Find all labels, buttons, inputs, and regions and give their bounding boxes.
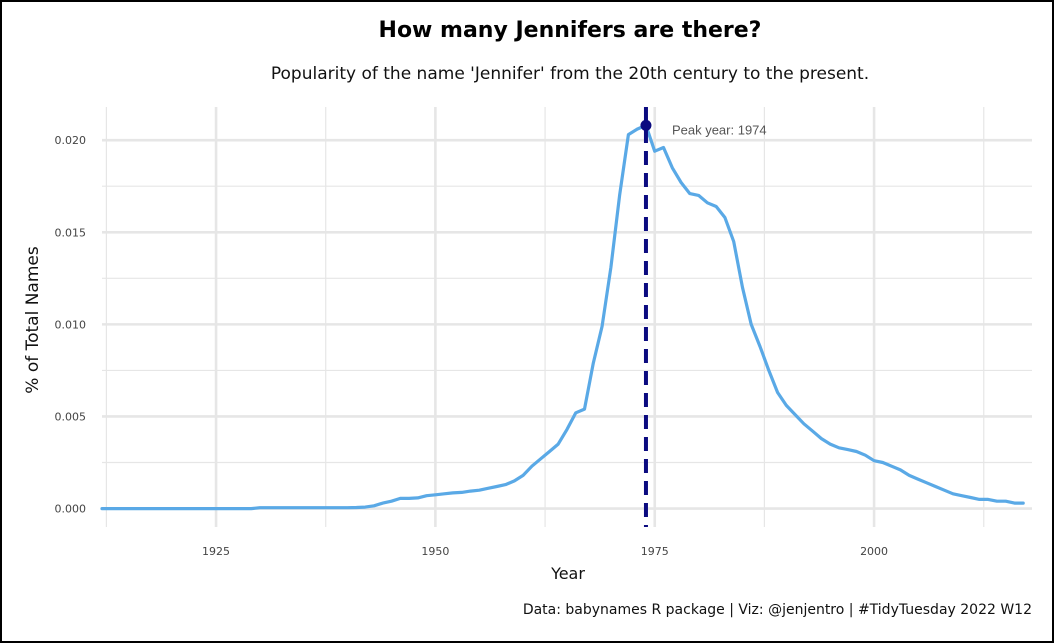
series-line (100, 123, 1025, 511)
y-tick-label: 0.005 (55, 410, 87, 423)
chart-subtitle: Popularity of the name 'Jennifer' from t… (270, 64, 870, 84)
chart-title: How many Jennifers are there? (378, 18, 762, 43)
peak-label: Peak year: 1974 (672, 122, 767, 137)
minor-gridlines (102, 107, 1032, 527)
x-tick-label: 2000 (860, 545, 888, 558)
y-tick-label: 0.000 (55, 503, 87, 516)
x-tick-label: 1975 (641, 545, 669, 558)
x-axis-label: Year (550, 564, 585, 583)
y-tick-label: 0.010 (55, 318, 87, 331)
x-tick-label: 1950 (421, 545, 449, 558)
y-tick-label: 0.020 (55, 134, 87, 147)
tick-labels: 1925 1950 1975 2000 0.000 0.005 0.010 0.015 0.02… (55, 134, 889, 558)
y-tick-label: 0.015 (55, 226, 87, 239)
peak-point (640, 119, 652, 131)
peak-annotation: Peak year: 1974 (640, 107, 767, 527)
x-tick-label: 1925 (202, 545, 230, 558)
chart-caption: Data: babynames R package | Viz: @jenjen… (522, 602, 1032, 618)
series-group (100, 123, 1025, 511)
major-gridlines (102, 107, 1032, 527)
